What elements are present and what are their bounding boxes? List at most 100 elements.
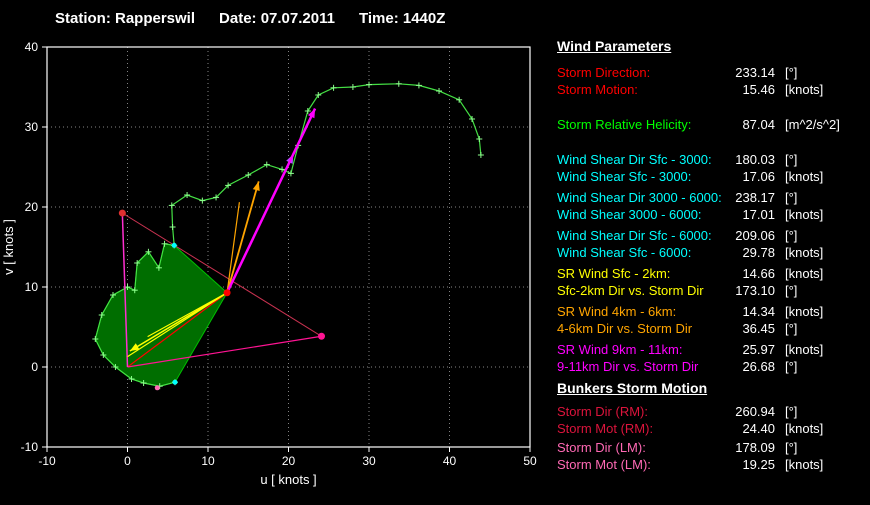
svg-text:0: 0: [124, 454, 131, 468]
wind-parameters-panel: Wind Parameters Storm Direction: 233.14 [°…: [557, 38, 863, 476]
axis-tick-labels: -10 0 10 20 30 40 50 -10 0 10 20 30 40: [21, 40, 537, 468]
parameter-label: Wind Shear Dir Sfc - 3000:: [557, 152, 712, 167]
hodograph-chart: -10 0 10 20 30 40 50 -10 0 10 20 30 40 u [ knots ] v […: [0, 35, 545, 500]
parameter-value: 14.66: [742, 266, 775, 281]
parameter-unit: [knots]: [785, 266, 824, 281]
parameter-unit: [knots]: [785, 304, 824, 319]
parameter-value: 260.94: [735, 404, 775, 419]
parameter-value: 36.45: [742, 321, 775, 336]
parameter-label: 4-6km Dir vs. Storm Dir: [557, 321, 693, 336]
svg-text:20: 20: [25, 200, 39, 214]
wind-parameters-list: Storm Direction: 233.14 [°] Storm Motion: 15…: [557, 65, 863, 376]
parameter-unit: [°]: [785, 359, 798, 374]
parameter-unit: [knots]: [785, 421, 824, 436]
parameter-row: Storm Dir (LM): 178.09 [°]: [557, 440, 863, 457]
parameter-unit: [knots]: [785, 82, 824, 97]
parameter-value: 209.06: [735, 228, 775, 243]
parameter-row: Wind Shear Dir Sfc - 3000: 180.03 [°]: [557, 152, 863, 169]
parameter-label: Storm Dir (RM):: [557, 404, 648, 419]
parameter-group: Storm Dir (LM): 178.09 [°] Storm Mot (LM): 1…: [557, 440, 863, 474]
svg-text:-10: -10: [38, 454, 56, 468]
parameter-value: 178.09: [735, 440, 775, 455]
parameter-row: Wind Shear 3000 - 6000: 17.01 [knots]: [557, 207, 863, 224]
parameter-unit: [°]: [785, 321, 798, 336]
wind-low-point: [154, 385, 160, 391]
parameter-value: 24.40: [742, 421, 775, 436]
svg-text:50: 50: [523, 454, 537, 468]
parameter-value: 173.10: [735, 283, 775, 298]
svg-text:0: 0: [31, 360, 38, 374]
parameter-label: Storm Dir (LM):: [557, 440, 646, 455]
parameter-row: Sfc-2km Dir vs. Storm Dir 173.10 [°]: [557, 283, 863, 300]
parameter-unit: [knots]: [785, 457, 824, 472]
parameter-value: 26.68: [742, 359, 775, 374]
parameter-unit: [°]: [785, 228, 798, 243]
parameter-unit: [°]: [785, 440, 798, 455]
parameter-group: Storm Relative Helicity: 87.04 [m^2/s^2]: [557, 117, 863, 134]
parameter-label: Wind Shear Dir Sfc - 6000:: [557, 228, 712, 243]
parameter-label: SR Wind 4km - 6km:: [557, 304, 677, 319]
parameter-unit: [knots]: [785, 169, 824, 184]
time-title: Time: 1440Z: [358, 10, 446, 27]
parameter-unit: [°]: [785, 283, 798, 298]
parameter-value: 14.34: [742, 304, 775, 319]
parameter-label: Wind Shear 3000 - 6000:: [557, 207, 702, 222]
parameter-row: 9-11km Dir vs. Storm Dir 26.68 [°]: [557, 359, 863, 376]
wind-3km-point: [171, 242, 177, 248]
parameter-unit: [°]: [785, 404, 798, 419]
parameter-row: Storm Mot (LM): 19.25 [knots]: [557, 457, 863, 474]
parameter-label: Storm Relative Helicity:: [557, 117, 692, 132]
parameter-row: SR Wind Sfc - 2km: 14.66 [knots]: [557, 266, 863, 283]
parameter-unit: [knots]: [785, 342, 824, 357]
parameter-row: SR Wind 4km - 6km: 14.34 [knots]: [557, 304, 863, 321]
parameter-value: 17.06: [742, 169, 775, 184]
parameter-row: Storm Dir (RM): 260.94 [°]: [557, 404, 863, 421]
parameter-value: 29.78: [742, 245, 775, 260]
parameter-group: SR Wind Sfc - 2km: 14.66 [knots] Sfc-2km Di…: [557, 266, 863, 300]
sr-wind-9-11km-mean-arrow: [225, 108, 317, 294]
parameter-label: Wind Shear Sfc - 6000:: [557, 245, 692, 260]
svg-text:10: 10: [201, 454, 215, 468]
parameter-row: Storm Direction: 233.14 [°]: [557, 65, 863, 82]
parameter-unit: [knots]: [785, 245, 824, 260]
parameter-row: SR Wind 9km - 11km: 25.97 [knots]: [557, 342, 863, 359]
svg-text:20: 20: [282, 454, 296, 468]
parameter-row: Storm Relative Helicity: 87.04 [m^2/s^2]: [557, 117, 863, 134]
title-bar: Station: Rapperswil Date: 07.07.2011 Tim…: [55, 10, 445, 27]
bunkers-storm-motion-list: Storm Dir (RM): 260.94 [°] Storm Mot (RM): 2…: [557, 404, 863, 474]
date-title: Date: 07.07.2011: [219, 10, 335, 27]
parameter-row: Wind Shear Sfc - 6000: 29.78 [knots]: [557, 245, 863, 262]
bunkers-lm-point: [118, 209, 126, 217]
wind-parameters-header: Wind Parameters: [557, 38, 672, 54]
sr-wind-4km-line: [226, 202, 240, 293]
parameter-group: Wind Shear Dir 3000 - 6000: 238.17 [°] Wind…: [557, 190, 863, 224]
parameter-unit: [knots]: [785, 207, 824, 222]
parameter-group: SR Wind 9km - 11km: 25.97 [knots] 9-11km Di…: [557, 342, 863, 376]
parameter-value: 87.04: [742, 117, 775, 132]
parameter-value: 180.03: [735, 152, 775, 167]
wind-sfc-point: [172, 379, 178, 385]
parameter-group: SR Wind 4km - 6km: 14.34 [knots] 4-6km Dir …: [557, 304, 863, 338]
parameter-value: 19.25: [742, 457, 775, 472]
svg-text:-10: -10: [21, 440, 39, 454]
hodograph-svg: -10 0 10 20 30 40 50 -10 0 10 20 30 40 u [ knots ] v […: [1, 40, 537, 487]
bunkers-storm-motion-header: Bunkers Storm Motion: [557, 380, 708, 396]
parameter-value: 233.14: [735, 65, 775, 80]
bunkers-rm-point: [318, 332, 326, 340]
rm-lm-connector: [122, 212, 322, 337]
sr-wind-4-6km-mean-arrow: [226, 181, 260, 294]
svg-text:10: 10: [25, 280, 39, 294]
parameter-label: Sfc-2km Dir vs. Storm Dir: [557, 283, 704, 298]
parameter-group: Storm Dir (RM): 260.94 [°] Storm Mot (RM): 2…: [557, 404, 863, 438]
parameter-value: 25.97: [742, 342, 775, 357]
parameter-label: 9-11km Dir vs. Storm Dir: [557, 359, 699, 374]
parameter-unit: [°]: [785, 190, 798, 205]
parameter-unit: [°]: [785, 152, 798, 167]
parameter-label: Wind Shear Sfc - 3000:: [557, 169, 692, 184]
parameter-row: Storm Motion: 15.46 [knots]: [557, 82, 863, 99]
parameter-value: 17.01: [742, 207, 775, 222]
parameter-label: SR Wind Sfc - 2km:: [557, 266, 671, 281]
parameter-row: Storm Mot (RM): 24.40 [knots]: [557, 421, 863, 438]
parameter-label: Wind Shear Dir 3000 - 6000:: [557, 190, 722, 205]
parameter-group: Wind Shear Dir Sfc - 3000: 180.03 [°] Wind …: [557, 152, 863, 186]
